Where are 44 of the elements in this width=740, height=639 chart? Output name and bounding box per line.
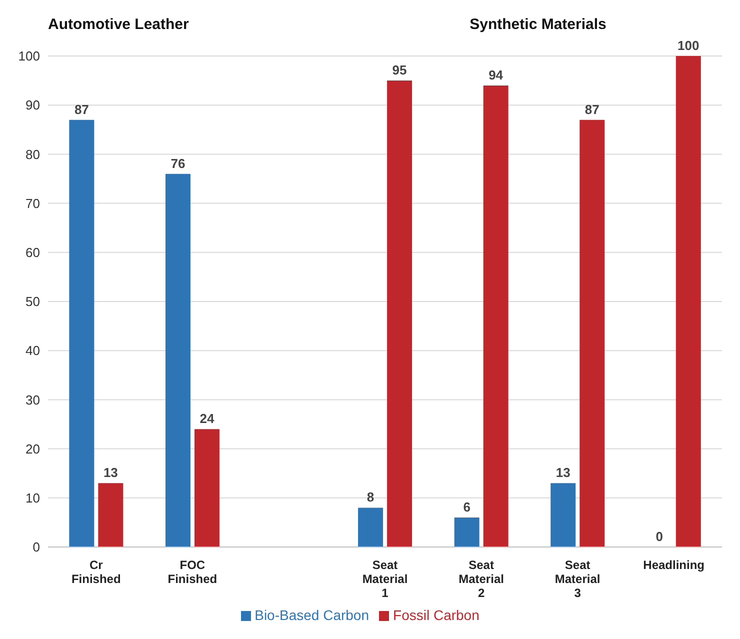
legend-label: Fossil Carbon — [393, 607, 480, 623]
bar — [358, 508, 384, 547]
text: Synthetic Materials — [468, 16, 608, 33]
y-tick-label: 70 — [26, 196, 40, 211]
y-tick-label: 20 — [26, 441, 40, 456]
y-tick-label: 100 — [18, 48, 40, 64]
data-label: 94 — [488, 67, 504, 82]
data-label: 8 — [366, 490, 374, 505]
bar — [165, 174, 190, 547]
y-tick-label: 80 — [26, 146, 40, 162]
x-tick-label: Headlining — [643, 558, 705, 572]
y-tick-label: 0 — [32, 540, 40, 555]
data-label: 6 — [463, 500, 470, 515]
data-label: 13 — [103, 465, 118, 480]
legend-label: Bio-Based Carbon — [254, 607, 370, 623]
y-tick-label: 50 — [26, 294, 40, 310]
bar — [676, 56, 701, 547]
bar — [483, 85, 508, 547]
x-tick-label: Cr Finished — [71, 558, 121, 586]
y-tick-label: 30 — [26, 392, 40, 408]
data-label: 87 — [74, 102, 89, 117]
x-tick-label: Seat Material 1 — [362, 558, 408, 600]
data-label: 100 — [678, 38, 700, 53]
data-label: 95 — [392, 62, 407, 78]
bar — [580, 120, 605, 547]
y-tick-label: 60 — [26, 245, 40, 260]
x-tick-label: FOC Finished — [168, 558, 218, 586]
bar — [69, 120, 94, 547]
x-tick-label: Seat Material 2 — [458, 558, 504, 600]
y-tick-label: 90 — [26, 98, 40, 113]
y-tick-label: 10 — [26, 490, 40, 506]
bar — [387, 80, 412, 547]
bar — [454, 518, 480, 547]
data-label: 87 — [584, 102, 600, 117]
bar — [98, 483, 124, 547]
data-label: 76 — [170, 156, 186, 171]
bar — [194, 429, 220, 547]
bar — [550, 483, 576, 547]
data-label: 0 — [656, 528, 664, 544]
data-label: 13 — [556, 465, 570, 480]
x-tick-label: Seat Material 3 — [554, 558, 600, 600]
y-tick-label: 40 — [26, 343, 40, 358]
data-label: 24 — [200, 411, 215, 426]
text: Automotive Leather — [48, 16, 190, 33]
